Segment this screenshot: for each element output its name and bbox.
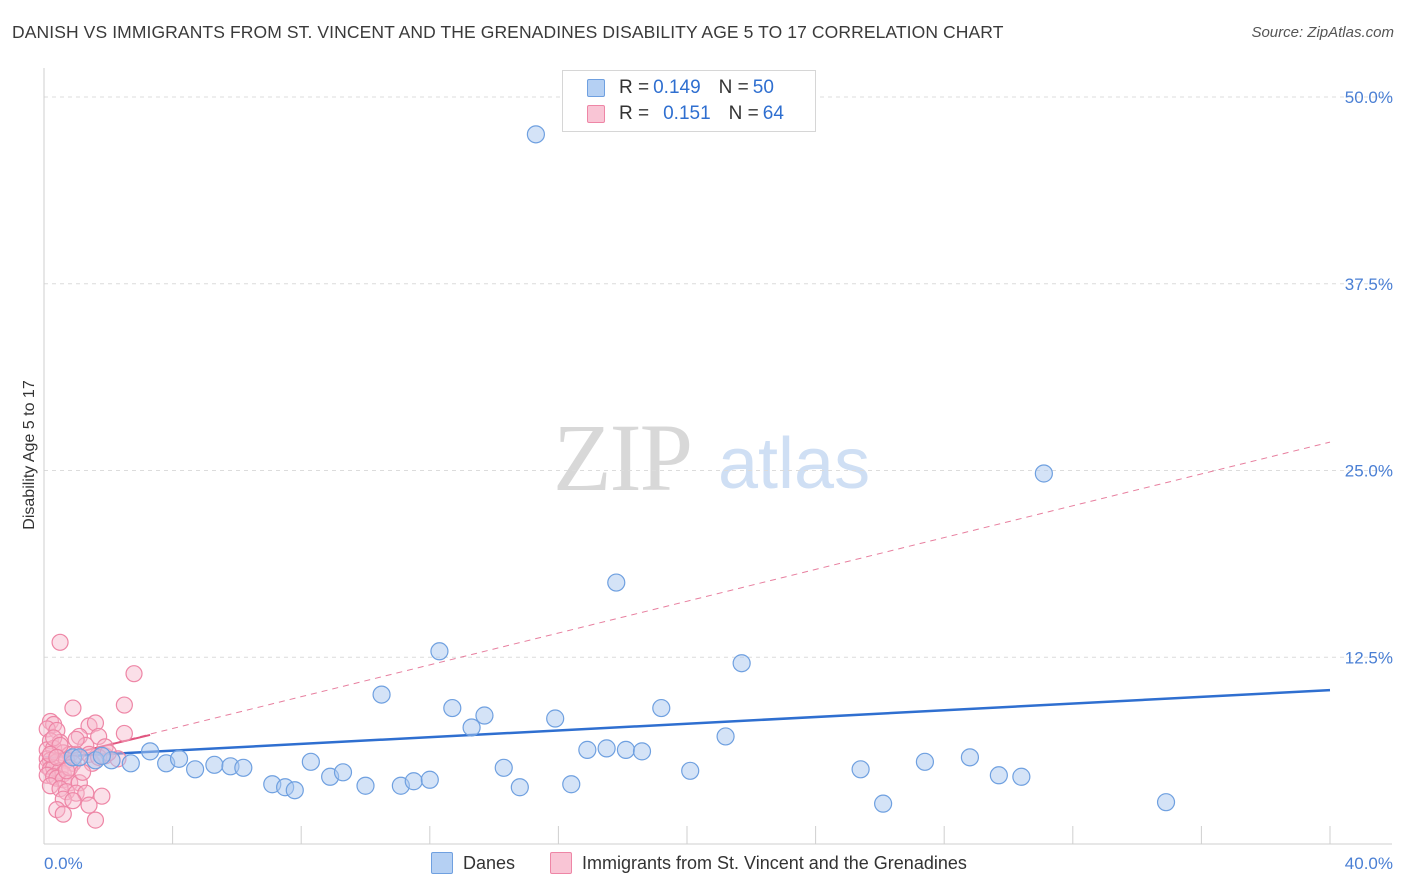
immigrants-point [86,714,105,732]
legend-r-label: R = [619,77,650,98]
danes-point [420,770,439,789]
legend-n-label: N = [718,77,749,98]
legend-label-danes: Danes [463,852,516,873]
legend-row-danes: R = 0.149 N = 50 [587,76,774,100]
immigrants-point [67,730,85,749]
danes-point [526,125,545,144]
danes-point [1012,767,1031,786]
danes-point [140,742,160,761]
danes-point [462,718,481,737]
x-tick-label: 0.0% [44,854,83,873]
danes-point [186,760,205,779]
x-tick-label: 40.0% [1345,854,1393,873]
danes-point [989,766,1008,785]
danes-point [732,654,751,673]
immigrants-point [38,766,56,784]
immigrants-point [80,796,98,814]
immigrants-point [70,727,88,746]
danes-point [372,685,391,704]
danes-point [205,755,224,774]
immigrants-point [115,724,133,743]
data-points [38,125,1176,829]
legend-n-value: 50 [752,77,774,98]
danes-point [716,727,735,746]
immigrants-point [93,787,111,805]
legend-r-value: 0.149 [653,77,701,98]
y-tick-label: 37.5% [1345,275,1393,294]
legend-label-immigrants: Immigrants from St. Vincent and the Gren… [582,852,967,873]
immigrants-point [125,665,143,683]
danes-point [404,772,423,791]
danes-point [597,739,616,758]
legend-item-danes: Danes [431,852,515,874]
danes-point [92,746,111,765]
y-tick-label: 12.5% [1345,648,1393,667]
immigrants-swatch [550,852,572,874]
danes-point [1034,464,1053,483]
danes-point [234,758,253,777]
danes-swatch [587,79,605,97]
immigrants-point [64,699,82,717]
legend-r-value: 0.151 [663,103,711,124]
danes-point [285,781,304,800]
chart-title: DANISH VS IMMIGRANTS FROM ST. VINCENT AN… [12,22,1004,42]
legend-row-immigrants: R = 0.151 N = 64 [587,102,784,126]
danes-point [121,754,140,773]
danes-point [301,752,320,771]
legend-r-label: R = [619,103,650,124]
tick-labels: 12.5% 25.0% 37.5% 50.0% 0.0% 40.0% [44,88,1393,873]
danes-point [333,763,353,782]
immigrants-point [73,763,92,781]
danes-point [562,775,581,794]
source-credit: Source: ZipAtlas.com [1251,24,1394,41]
danes-point [70,748,89,767]
danes-point [494,758,513,777]
legend-n-value: 64 [762,103,784,124]
danes-point [915,752,935,771]
danes-point [169,749,189,768]
danes-point [851,760,870,779]
immigrants-point [64,792,82,810]
danes-point [652,698,671,718]
danes-point [960,748,980,767]
series-legend: Danes Immigrants from St. Vincent and th… [0,852,1406,876]
watermark: ZIP atlas [553,404,870,511]
immigrants-point [41,777,60,795]
danes-point [681,761,700,780]
immigrants-swatch [587,105,605,123]
danes-point [616,740,636,759]
danes-point [874,794,893,813]
watermark-zip: ZIP [553,404,691,511]
immigrants-point [70,774,88,792]
danes-point [443,698,462,718]
y-tick-label: 25.0% [1345,462,1393,481]
danes-point [632,742,652,761]
immigrants-point [48,748,66,766]
immigrants-trend-line [43,441,1331,761]
danes-point [1156,793,1176,812]
danes-swatch [431,852,453,874]
immigrants-point [51,633,69,651]
watermark-atlas: atlas [718,424,870,504]
axes [43,68,1392,845]
danes-point [430,642,449,661]
danes-point [607,573,626,592]
danes-point [475,706,494,725]
danes-point [510,778,529,797]
legend-item-immigrants: Immigrants from St. Vincent and the Gren… [550,852,967,874]
legend-n-label: N = [728,103,759,124]
immigrants-point [115,696,133,714]
immigrants-point [54,805,72,823]
y-axis-title: Disability Age 5 to 17 [21,380,38,530]
danes-point [356,776,375,795]
y-tick-label: 50.0% [1345,88,1393,107]
immigrants-point [86,811,105,829]
correlation-legend: R = 0.149 N = 50 R = 0.151 N = 64 [562,70,816,132]
danes-point [578,740,597,759]
danes-point [546,709,565,728]
danes-trend-line [43,688,1331,759]
gridlines [44,96,1392,658]
immigrants-point [90,727,108,746]
